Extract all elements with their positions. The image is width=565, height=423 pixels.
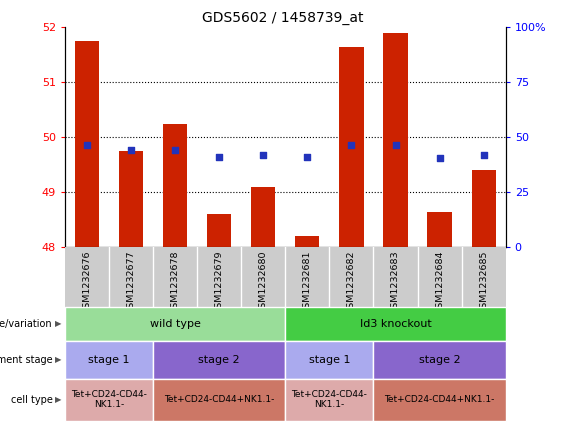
Bar bbox=[295, 236, 319, 247]
Text: genotype/variation: genotype/variation bbox=[0, 319, 53, 329]
Text: GSM1232676: GSM1232676 bbox=[82, 250, 92, 314]
Bar bbox=[75, 41, 99, 247]
Text: GSM1232680: GSM1232680 bbox=[259, 250, 268, 314]
Text: GSM1232684: GSM1232684 bbox=[435, 250, 444, 314]
Text: ▶: ▶ bbox=[55, 355, 62, 364]
Point bbox=[259, 152, 268, 159]
Point bbox=[479, 152, 488, 159]
Text: stage 2: stage 2 bbox=[419, 354, 460, 365]
Text: Tet+CD24-CD44-
NK1.1-: Tet+CD24-CD44- NK1.1- bbox=[71, 390, 147, 409]
Text: development stage: development stage bbox=[0, 354, 53, 365]
Text: GSM1232683: GSM1232683 bbox=[391, 250, 400, 314]
Text: GDS5602 / 1458739_at: GDS5602 / 1458739_at bbox=[202, 11, 363, 25]
Text: GSM1232678: GSM1232678 bbox=[171, 250, 180, 314]
Point bbox=[303, 154, 312, 160]
Text: stage 2: stage 2 bbox=[198, 354, 240, 365]
Text: GSM1232679: GSM1232679 bbox=[215, 250, 224, 314]
Text: Tet+CD24-CD44+NK1.1-: Tet+CD24-CD44+NK1.1- bbox=[164, 395, 275, 404]
Text: GSM1232685: GSM1232685 bbox=[479, 250, 488, 314]
Text: Id3 knockout: Id3 knockout bbox=[360, 319, 431, 329]
Text: GSM1232677: GSM1232677 bbox=[127, 250, 136, 314]
Text: stage 1: stage 1 bbox=[308, 354, 350, 365]
Bar bbox=[384, 33, 407, 247]
Point bbox=[435, 155, 444, 162]
Bar bbox=[251, 187, 275, 247]
Text: Tet+CD24-CD44-
NK1.1-: Tet+CD24-CD44- NK1.1- bbox=[292, 390, 367, 409]
Point bbox=[391, 141, 400, 148]
Point bbox=[347, 141, 356, 148]
Point bbox=[171, 147, 180, 154]
Bar bbox=[163, 124, 187, 247]
Bar bbox=[428, 212, 451, 247]
Bar bbox=[472, 170, 496, 247]
Text: Tet+CD24-CD44+NK1.1-: Tet+CD24-CD44+NK1.1- bbox=[384, 395, 495, 404]
Text: stage 1: stage 1 bbox=[88, 354, 130, 365]
Bar bbox=[119, 151, 143, 247]
Point bbox=[127, 147, 136, 154]
Bar bbox=[340, 47, 363, 247]
Point bbox=[82, 141, 92, 148]
Text: ▶: ▶ bbox=[55, 395, 62, 404]
Text: cell type: cell type bbox=[11, 395, 53, 405]
Text: GSM1232681: GSM1232681 bbox=[303, 250, 312, 314]
Point bbox=[215, 154, 224, 160]
Bar bbox=[207, 214, 231, 247]
Text: wild type: wild type bbox=[150, 319, 201, 329]
Text: ▶: ▶ bbox=[55, 319, 62, 328]
Text: GSM1232682: GSM1232682 bbox=[347, 250, 356, 314]
